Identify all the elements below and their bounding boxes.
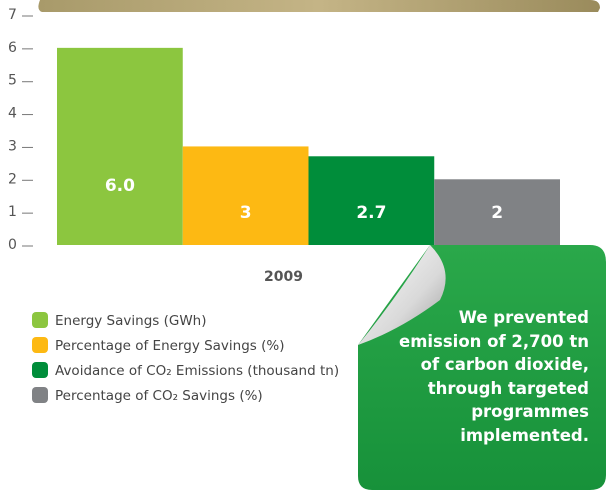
- legend-label: Energy Savings (GWh): [55, 313, 207, 329]
- y-tick-label: 7: [8, 7, 17, 23]
- bar-value-label: 2: [491, 203, 503, 223]
- legend-swatch: [32, 387, 48, 403]
- legend-swatch: [32, 362, 48, 378]
- bar-value-label: 6.0: [105, 176, 135, 196]
- legend-label: Avoidance of CO₂ Emissions (thousand tn): [55, 363, 339, 379]
- x-tick-label: 2009: [264, 269, 303, 285]
- y-tick-label: 2: [8, 171, 17, 187]
- bar-value-label: 3: [240, 203, 252, 223]
- y-tick-label: 3: [8, 138, 17, 154]
- y-tick-label: 5: [8, 73, 17, 89]
- y-tick-label: 4: [8, 106, 17, 122]
- legend-label: Percentage of CO₂ Savings (%): [55, 388, 263, 404]
- legend-swatch: [32, 337, 48, 353]
- banner-image: [38, 0, 600, 12]
- legend-label: Percentage of Energy Savings (%): [55, 338, 285, 354]
- bar-value-label: 2.7: [356, 203, 386, 223]
- y-tick-label: 0: [8, 237, 17, 253]
- bar: [308, 156, 435, 245]
- callout-text: We prevented emission of 2,700 tn of car…: [399, 308, 589, 445]
- y-tick-label: 1: [8, 204, 17, 220]
- y-tick-label: 6: [8, 40, 17, 56]
- page-curl: [358, 245, 446, 345]
- bar: [434, 179, 560, 245]
- legend-swatch: [32, 312, 48, 328]
- bar: [182, 146, 309, 245]
- bar: [57, 47, 183, 245]
